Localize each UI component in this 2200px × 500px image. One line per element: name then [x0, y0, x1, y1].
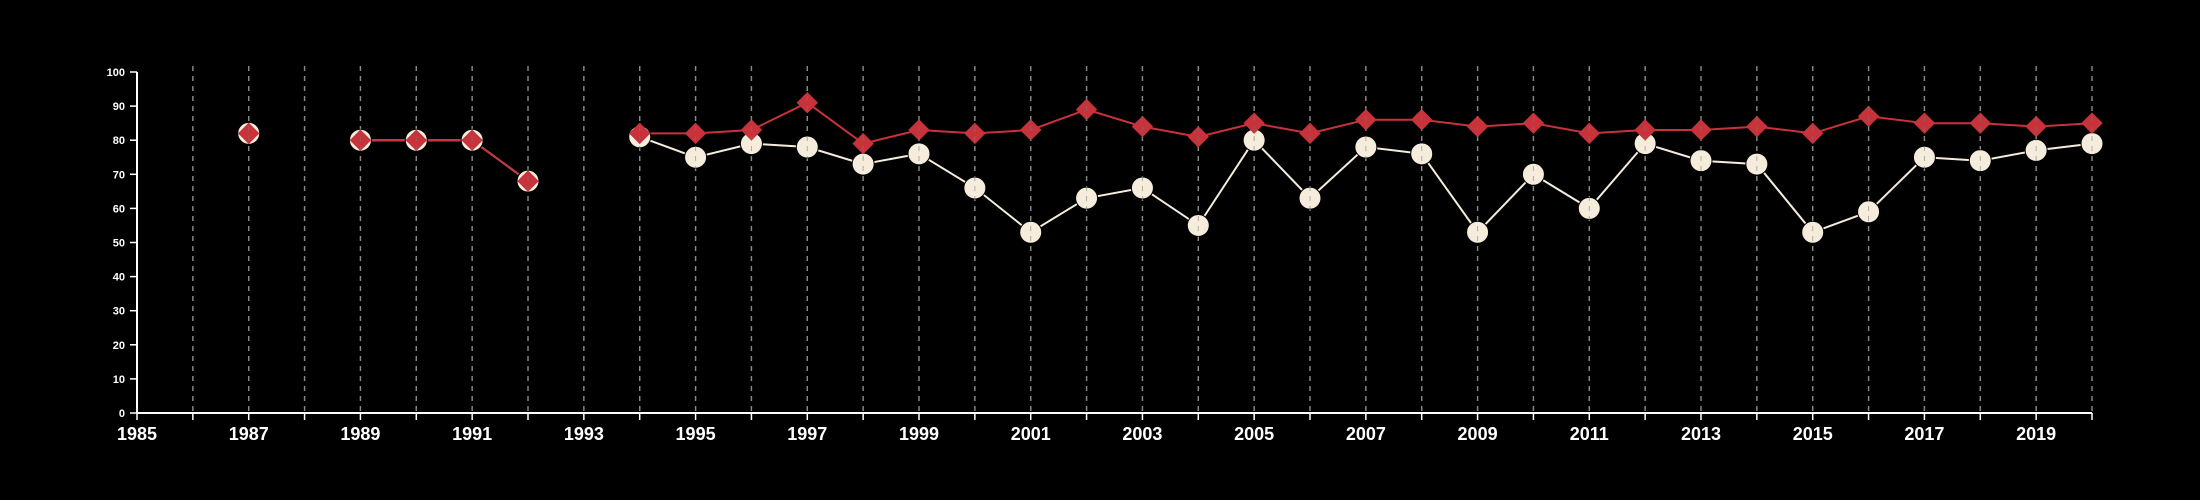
data-point-diamond [1243, 112, 1265, 134]
x-tick-label: 2017 [1904, 424, 1944, 444]
x-tick-label: 2013 [1681, 424, 1721, 444]
data-point-diamond [1578, 122, 1600, 145]
data-point-diamond [517, 170, 539, 192]
data-point-circle [1521, 162, 1545, 186]
x-tick-label: 2003 [1122, 424, 1162, 444]
x-tick-label: 1995 [676, 424, 716, 444]
data-point-diamond [796, 91, 818, 114]
x-tick-label: 1993 [564, 424, 604, 444]
data-point-diamond [238, 122, 260, 145]
x-tick-label: 1991 [452, 424, 492, 444]
data-point-diamond [2081, 112, 2103, 134]
x-tick-label: 2011 [1570, 424, 1609, 444]
data-point-diamond [1913, 112, 1936, 134]
data-point-circle [1466, 220, 1490, 244]
data-point-diamond [964, 122, 986, 145]
gridline-overlay [192, 66, 2093, 413]
y-tick-label: 0 [119, 408, 125, 420]
y-tick-label: 30 [113, 306, 125, 318]
y-tick-label: 40 [113, 272, 125, 284]
y-tick-label: 100 [107, 67, 125, 79]
data-point-circle [1019, 220, 1043, 244]
y-tick-label: 80 [113, 135, 125, 147]
x-tick-label: 1999 [899, 424, 939, 444]
y-tick-label: 20 [113, 340, 125, 352]
x-tick-label: 2019 [2016, 424, 2056, 444]
x-tick-label: 1989 [340, 424, 380, 444]
data-point-diamond [629, 122, 651, 145]
data-point-circle [1745, 152, 1769, 176]
data-point-diamond [1969, 112, 1991, 134]
x-tick-label: 2015 [1793, 424, 1833, 444]
y-tick-label: 90 [113, 101, 125, 113]
data-point-diamond [684, 122, 707, 145]
x-tick-label: 1997 [787, 424, 827, 444]
x-tick-label: 2005 [1234, 424, 1274, 444]
data-point-diamond [1802, 122, 1824, 145]
y-tick-label: 60 [113, 203, 125, 215]
y-tick-label: 50 [113, 238, 125, 250]
data-point-diamond [1299, 122, 1321, 145]
x-tick-label: 2007 [1346, 424, 1386, 444]
data-point-circle [2080, 132, 2104, 156]
data-point-diamond [1522, 112, 1545, 134]
data-point-circle [1801, 220, 1825, 244]
y-tick-label: 10 [113, 374, 125, 386]
x-tick-label: 1987 [229, 424, 269, 444]
x-tick-label: 1985 [117, 424, 157, 444]
axes: 0 10 20 30 40 50 60 70 80 90 100 1985 1987 1989 1991 19… [107, 67, 2093, 444]
x-tick-label: 2001 [1011, 424, 1051, 444]
x-tick-label: 2009 [1458, 424, 1498, 444]
y-tick-label: 70 [113, 169, 125, 181]
data-point-diamond [852, 132, 874, 155]
data-point-circle [907, 142, 931, 166]
series-line-diamond [360, 139, 529, 182]
data-point-circle [1410, 142, 1434, 166]
